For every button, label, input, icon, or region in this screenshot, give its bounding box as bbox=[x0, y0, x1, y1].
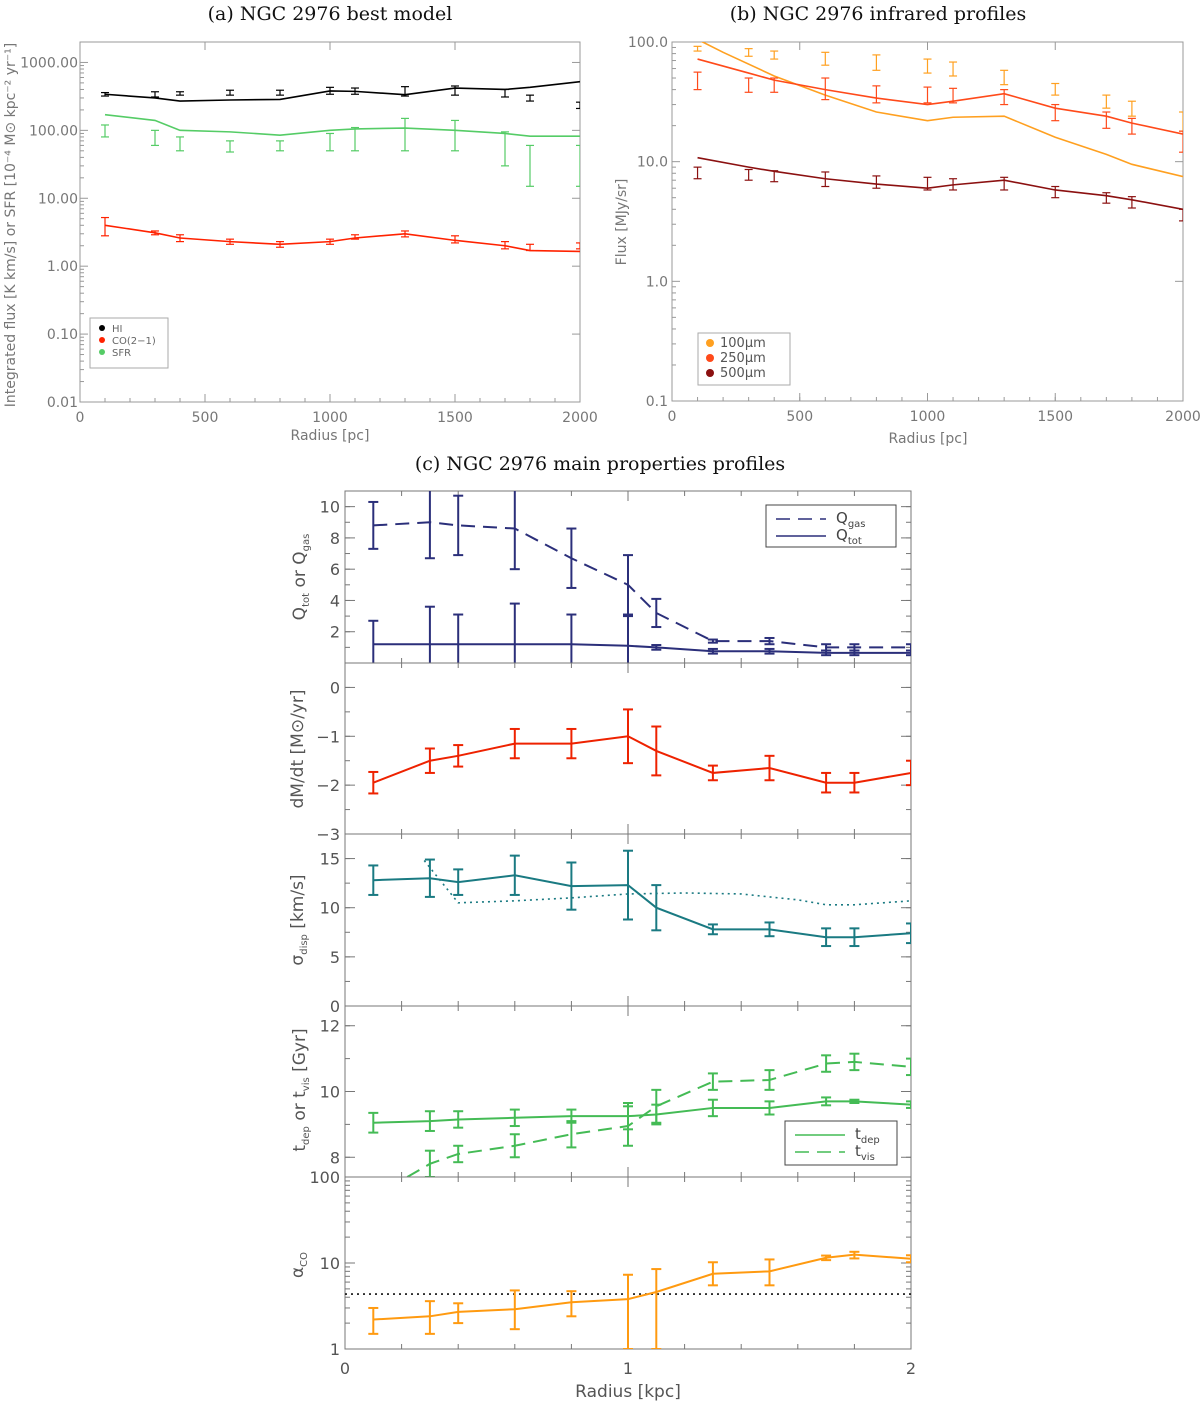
panel-c2-ylabel: dM/dt [M⊙/yr] bbox=[288, 690, 308, 809]
panel-b-legend-marker bbox=[706, 339, 714, 347]
panel-b-xtick-label: 1500 bbox=[1037, 409, 1073, 425]
panel-c3-ytick-label: 10 bbox=[320, 899, 340, 918]
panel-b-model-line-0 bbox=[700, 42, 1183, 178]
panel-c1-line-1 bbox=[373, 643, 911, 654]
panel-a-ytick-label: 0.10 bbox=[47, 327, 78, 343]
panel-c5-ytick-label: 1 bbox=[330, 1340, 340, 1359]
panel-a-legend-label: SFR bbox=[112, 348, 131, 359]
panel-c4-legend-box bbox=[784, 1120, 898, 1166]
panel-c4-ylabel: tdep or tvis [Gyr] bbox=[290, 1028, 312, 1151]
panel-b-xtick-label: 1000 bbox=[910, 409, 946, 425]
panel-c5-ytick-label: 100 bbox=[309, 1168, 340, 1187]
panel-c2-ytick-label: −2 bbox=[316, 776, 340, 795]
panel-b-model-line-2 bbox=[697, 156, 1183, 211]
panel-c1-ytick-label: 2 bbox=[330, 623, 340, 642]
panel-c3-line-1 bbox=[423, 860, 911, 906]
panel-c3-ytick-label: 15 bbox=[320, 850, 340, 869]
panel-b-title: (b) NGC 2976 infrared profiles bbox=[730, 3, 1027, 25]
panel-c1-legend-label: Qtot bbox=[836, 526, 862, 547]
panel-c3-series-group bbox=[368, 849, 911, 948]
panel-c-xtick-label: 2 bbox=[906, 1359, 916, 1378]
panel-c1-line-0 bbox=[373, 521, 911, 649]
panel-c1-legend-box bbox=[765, 504, 897, 548]
panel-a-model-line-1 bbox=[104, 224, 580, 253]
panel-a-ytick-label: 10.00 bbox=[38, 191, 78, 207]
panel-b-legend-label: 100μm bbox=[720, 336, 766, 351]
panel-a-xtick-label: 500 bbox=[192, 410, 219, 426]
panel-c2-ytick-label: 0 bbox=[330, 678, 340, 697]
panel-c2-ytick-label: −3 bbox=[316, 825, 340, 844]
panel-a-model-line-2 bbox=[104, 113, 580, 138]
panel-a-legend-label: HI bbox=[112, 324, 122, 335]
panel-c4-series-group bbox=[368, 1052, 911, 1177]
panel-b-xtick-label: 2000 bbox=[1165, 409, 1200, 425]
panel-a-ytick-label: 100.00 bbox=[29, 123, 78, 139]
panel-c-xlabel: Radius [kpc] bbox=[575, 1382, 681, 1401]
panel-b-xlabel: Radius [pc] bbox=[889, 431, 968, 447]
panel-c5-ylabel: αCO bbox=[288, 1252, 310, 1278]
panel-c4-legend-label: tdep bbox=[855, 1125, 880, 1146]
panel-c1-series-group bbox=[368, 491, 911, 663]
panel-c3-line-0 bbox=[373, 874, 911, 939]
panel-c2-series-group bbox=[368, 708, 911, 795]
panel-b-legend-marker bbox=[706, 354, 714, 362]
panel-a-xlabel: Radius [pc] bbox=[291, 428, 370, 444]
panel-a-legend-marker bbox=[99, 349, 105, 355]
panel-b-ylabel: Flux [MJy/sr] bbox=[614, 179, 630, 266]
panel-c-xtick-label: 0 bbox=[340, 1359, 350, 1378]
panel-a-legend-marker bbox=[99, 337, 105, 343]
panel-a-ylabel: Integrated flux [K km/s] or SFR [10⁻⁴ M⊙… bbox=[3, 43, 19, 407]
panel-c1-ylabel: Qtot or Qgas bbox=[290, 534, 312, 621]
panel-a-legend-marker bbox=[99, 325, 105, 331]
panel-c3-ytick-label: 0 bbox=[330, 997, 340, 1016]
panel-a-xtick-label: 0 bbox=[76, 410, 85, 426]
panel-b-series-group bbox=[693, 42, 1183, 222]
panel-a-xtick-label: 1500 bbox=[437, 410, 473, 426]
panel-c-title: (c) NGC 2976 main properties profiles bbox=[415, 453, 785, 475]
panel-c4-line-1 bbox=[406, 1060, 911, 1177]
panel-c3-ytick-label: 5 bbox=[330, 948, 340, 967]
panel-a-series-group bbox=[101, 80, 580, 253]
panel-b-ytick-label: 10.0 bbox=[637, 155, 668, 171]
panel-b-model-line-1 bbox=[697, 58, 1183, 135]
panel-a-model-line-0 bbox=[104, 80, 580, 102]
panel-b-xtick-label: 0 bbox=[668, 409, 677, 425]
panel-a-ytick-label: 0.01 bbox=[47, 395, 78, 411]
panel-c5-ytick-label: 10 bbox=[320, 1254, 340, 1273]
panel-c1-ytick-label: 10 bbox=[320, 498, 340, 517]
panel-c3-ylabel: σdisp [km/s] bbox=[288, 874, 310, 965]
panel-c4-legend-label: tvis bbox=[855, 1142, 875, 1163]
panel-a-xtick-label: 2000 bbox=[562, 410, 598, 426]
panel-c4-ytick-label: 8 bbox=[330, 1148, 340, 1167]
panel-b-legend-label: 250μm bbox=[720, 351, 766, 366]
plots-layer: 0 500 1000 1500 20000.010.101.0010.00100.001… bbox=[20, 35, 1200, 1378]
panel-c5-series-group bbox=[345, 1250, 911, 1349]
panel-b-xtick-label: 500 bbox=[786, 409, 813, 425]
panel-b-legend-label: 500μm bbox=[720, 366, 766, 381]
panel-b-ytick-label: 100.0 bbox=[628, 35, 668, 51]
panel-c1-legend-label: Qgas bbox=[836, 509, 866, 530]
panel-a-ytick-label: 1000.00 bbox=[20, 55, 78, 71]
panel-a-ytick-label: 1.00 bbox=[47, 259, 78, 275]
panel-c1-ytick-label: 8 bbox=[330, 529, 340, 548]
panel-c4-ytick-label: 10 bbox=[320, 1083, 340, 1102]
panel-b-ytick-label: 1.0 bbox=[646, 274, 668, 290]
panel-c2-ytick-label: −1 bbox=[316, 727, 340, 746]
panel-c2-line-0 bbox=[372, 735, 911, 784]
panel-b-ytick-label: 0.1 bbox=[646, 394, 668, 410]
panel-c1-ytick-label: 6 bbox=[330, 560, 340, 579]
panel-c-xtick-label: 1 bbox=[623, 1359, 633, 1378]
panel-c5-line-0 bbox=[373, 1253, 911, 1321]
panel-a-xtick-label: 1000 bbox=[312, 410, 348, 426]
panel-a-title: (a) NGC 2976 best model bbox=[208, 3, 453, 25]
panel-c4-ytick-label: 12 bbox=[320, 1017, 340, 1036]
panel-c1-ytick-label: 4 bbox=[330, 591, 340, 610]
panel-a-legend-label: CO(2−1) bbox=[112, 336, 156, 347]
panel-b-legend-marker bbox=[706, 369, 714, 377]
